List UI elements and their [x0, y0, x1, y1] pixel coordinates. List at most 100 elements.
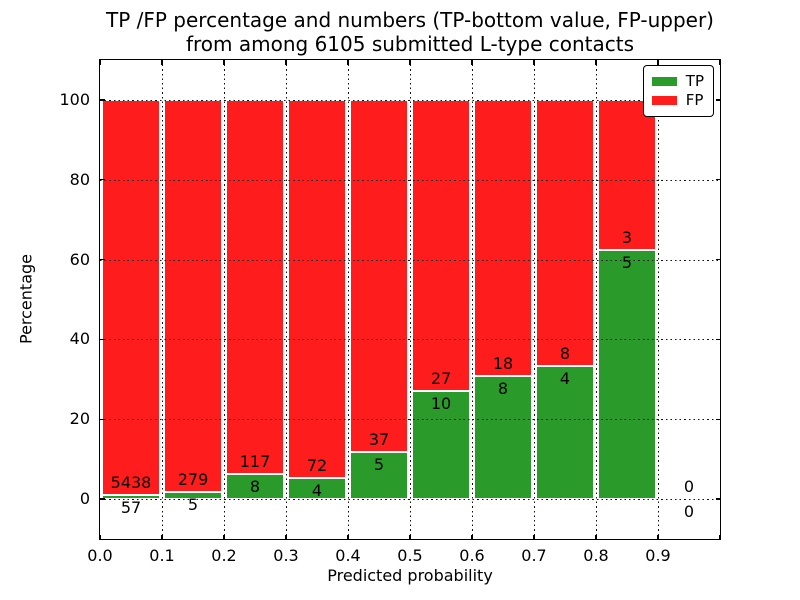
bar-fp-segment	[288, 99, 346, 479]
x-tick-label: 0.2	[211, 546, 237, 565]
x-tick-mark-top	[347, 60, 349, 65]
gridline-vertical	[161, 60, 163, 539]
x-tick-label: 0.8	[583, 546, 609, 565]
bar-tp-segment	[536, 366, 594, 500]
gridline-vertical	[595, 60, 597, 539]
gridline-vertical	[471, 60, 473, 539]
legend-label-tp: TP	[685, 72, 704, 90]
bar-fp-segment	[102, 99, 160, 495]
tp-count-label: 10	[430, 394, 452, 414]
bar-tp-segment	[598, 249, 656, 500]
x-tick-label: 0.3	[273, 546, 299, 565]
x-tick-mark-top	[595, 60, 597, 65]
bar-fp-segment	[412, 99, 470, 392]
y-tick-mark	[100, 418, 105, 420]
x-tick-mark-top	[657, 60, 659, 65]
tp-count-label: 5	[373, 454, 385, 474]
y-tick-mark-right	[715, 338, 720, 341]
y-tick-mark	[100, 338, 105, 341]
x-tick-mark-top	[533, 60, 535, 65]
plot-area: TP FP 5438 57 279 5 117 8 72 4 37 5 27 10 18 8 8 4 3 5 0 0	[99, 59, 721, 540]
fp-count-label: 72	[306, 456, 328, 476]
legend-label-fp: FP	[685, 91, 704, 109]
legend-item-fp: FP	[651, 91, 704, 110]
legend-swatch-tp-icon	[651, 77, 677, 86]
chart-title-line1: TP /FP percentage and numbers (TP-bottom…	[106, 8, 714, 32]
x-tick-mark-top	[285, 60, 287, 65]
y-tick-mark-right	[715, 418, 720, 420]
tp-count-label: 4	[559, 369, 571, 389]
fp-count-label: 3	[621, 227, 633, 247]
x-tick-mark	[347, 534, 349, 539]
gridline-vertical	[657, 60, 659, 539]
y-tick-mark-right	[715, 99, 720, 101]
y-axis-label: Percentage	[16, 253, 36, 345]
fp-count-label: 0	[683, 477, 695, 497]
tp-count-label: 8	[497, 379, 509, 399]
bar-tp-segment	[288, 478, 346, 500]
legend: TP FP	[642, 65, 714, 117]
bar-fp-segment	[536, 99, 594, 367]
chart-title-line2: from among 6105 submitted L-type contact…	[185, 32, 635, 56]
fp-count-label: 27	[430, 369, 452, 389]
gridline-vertical	[223, 60, 225, 539]
fp-count-label: 279	[177, 470, 209, 490]
y-tick-mark	[100, 179, 105, 181]
bar-tp-segment	[412, 391, 470, 500]
y-tick-label: 100	[59, 89, 90, 109]
bar-fp-segment	[164, 99, 222, 493]
tp-count-label: 0	[683, 502, 695, 522]
x-tick-label: 0.6	[459, 546, 485, 565]
x-tick-label: 0.5	[397, 546, 423, 565]
bar-tp-segment	[350, 451, 408, 500]
x-tick-mark	[533, 534, 535, 539]
x-tick-mark	[161, 534, 163, 539]
tp-count-label: 4	[311, 481, 323, 501]
x-tick-mark	[285, 534, 287, 539]
x-tick-mark	[471, 534, 473, 539]
gridline-vertical	[533, 60, 535, 539]
x-tick-mark	[657, 534, 659, 539]
y-tick-mark-right	[715, 498, 720, 500]
y-tick-label: 40	[69, 329, 90, 349]
x-tick-label: 0.7	[521, 546, 547, 565]
x-tick-label: 0.9	[645, 546, 671, 565]
x-tick-label: 0.0	[87, 546, 113, 565]
gridline-vertical	[409, 60, 411, 539]
x-tick-mark	[595, 534, 597, 539]
y-tick-mark	[100, 99, 105, 101]
x-tick-mark	[223, 534, 225, 539]
bar-fp-segment	[350, 99, 408, 452]
chart-title: TP /FP percentage and numbers (TP-bottom…	[100, 8, 720, 56]
legend-item-tp: TP	[651, 72, 704, 91]
y-tick-label: 0	[79, 489, 90, 509]
x-tick-mark-top	[99, 60, 101, 65]
fp-count-label: 5438	[110, 472, 152, 492]
x-tick-label: 0.1	[149, 546, 175, 565]
y-tick-mark	[100, 498, 105, 500]
y-tick-label: 60	[69, 249, 90, 269]
bar-fp-segment	[474, 99, 532, 377]
y-tick-mark-right	[715, 179, 720, 181]
tp-count-label: 8	[249, 476, 261, 496]
fp-count-label: 117	[239, 451, 271, 471]
x-tick-label: 0.4	[335, 546, 361, 565]
bar-fp-segment	[226, 99, 284, 474]
x-tick-mark	[99, 534, 101, 539]
bar-tp-segment	[226, 473, 284, 500]
tp-count-label: 5	[187, 495, 199, 515]
gridline-vertical	[285, 60, 287, 539]
bar-fp-segment	[598, 99, 656, 250]
y-tick-mark-right	[715, 258, 720, 261]
y-tick-label: 80	[69, 169, 90, 189]
fp-count-label: 18	[492, 354, 514, 374]
x-tick-mark-top	[719, 60, 721, 65]
legend-swatch-fp-icon	[651, 96, 677, 105]
y-tick-mark	[100, 258, 105, 261]
x-tick-mark	[719, 534, 721, 539]
x-tick-mark-top	[471, 60, 473, 65]
tp-count-label: 57	[120, 497, 142, 517]
y-tick-label: 20	[69, 409, 90, 429]
x-tick-mark-top	[161, 60, 163, 65]
